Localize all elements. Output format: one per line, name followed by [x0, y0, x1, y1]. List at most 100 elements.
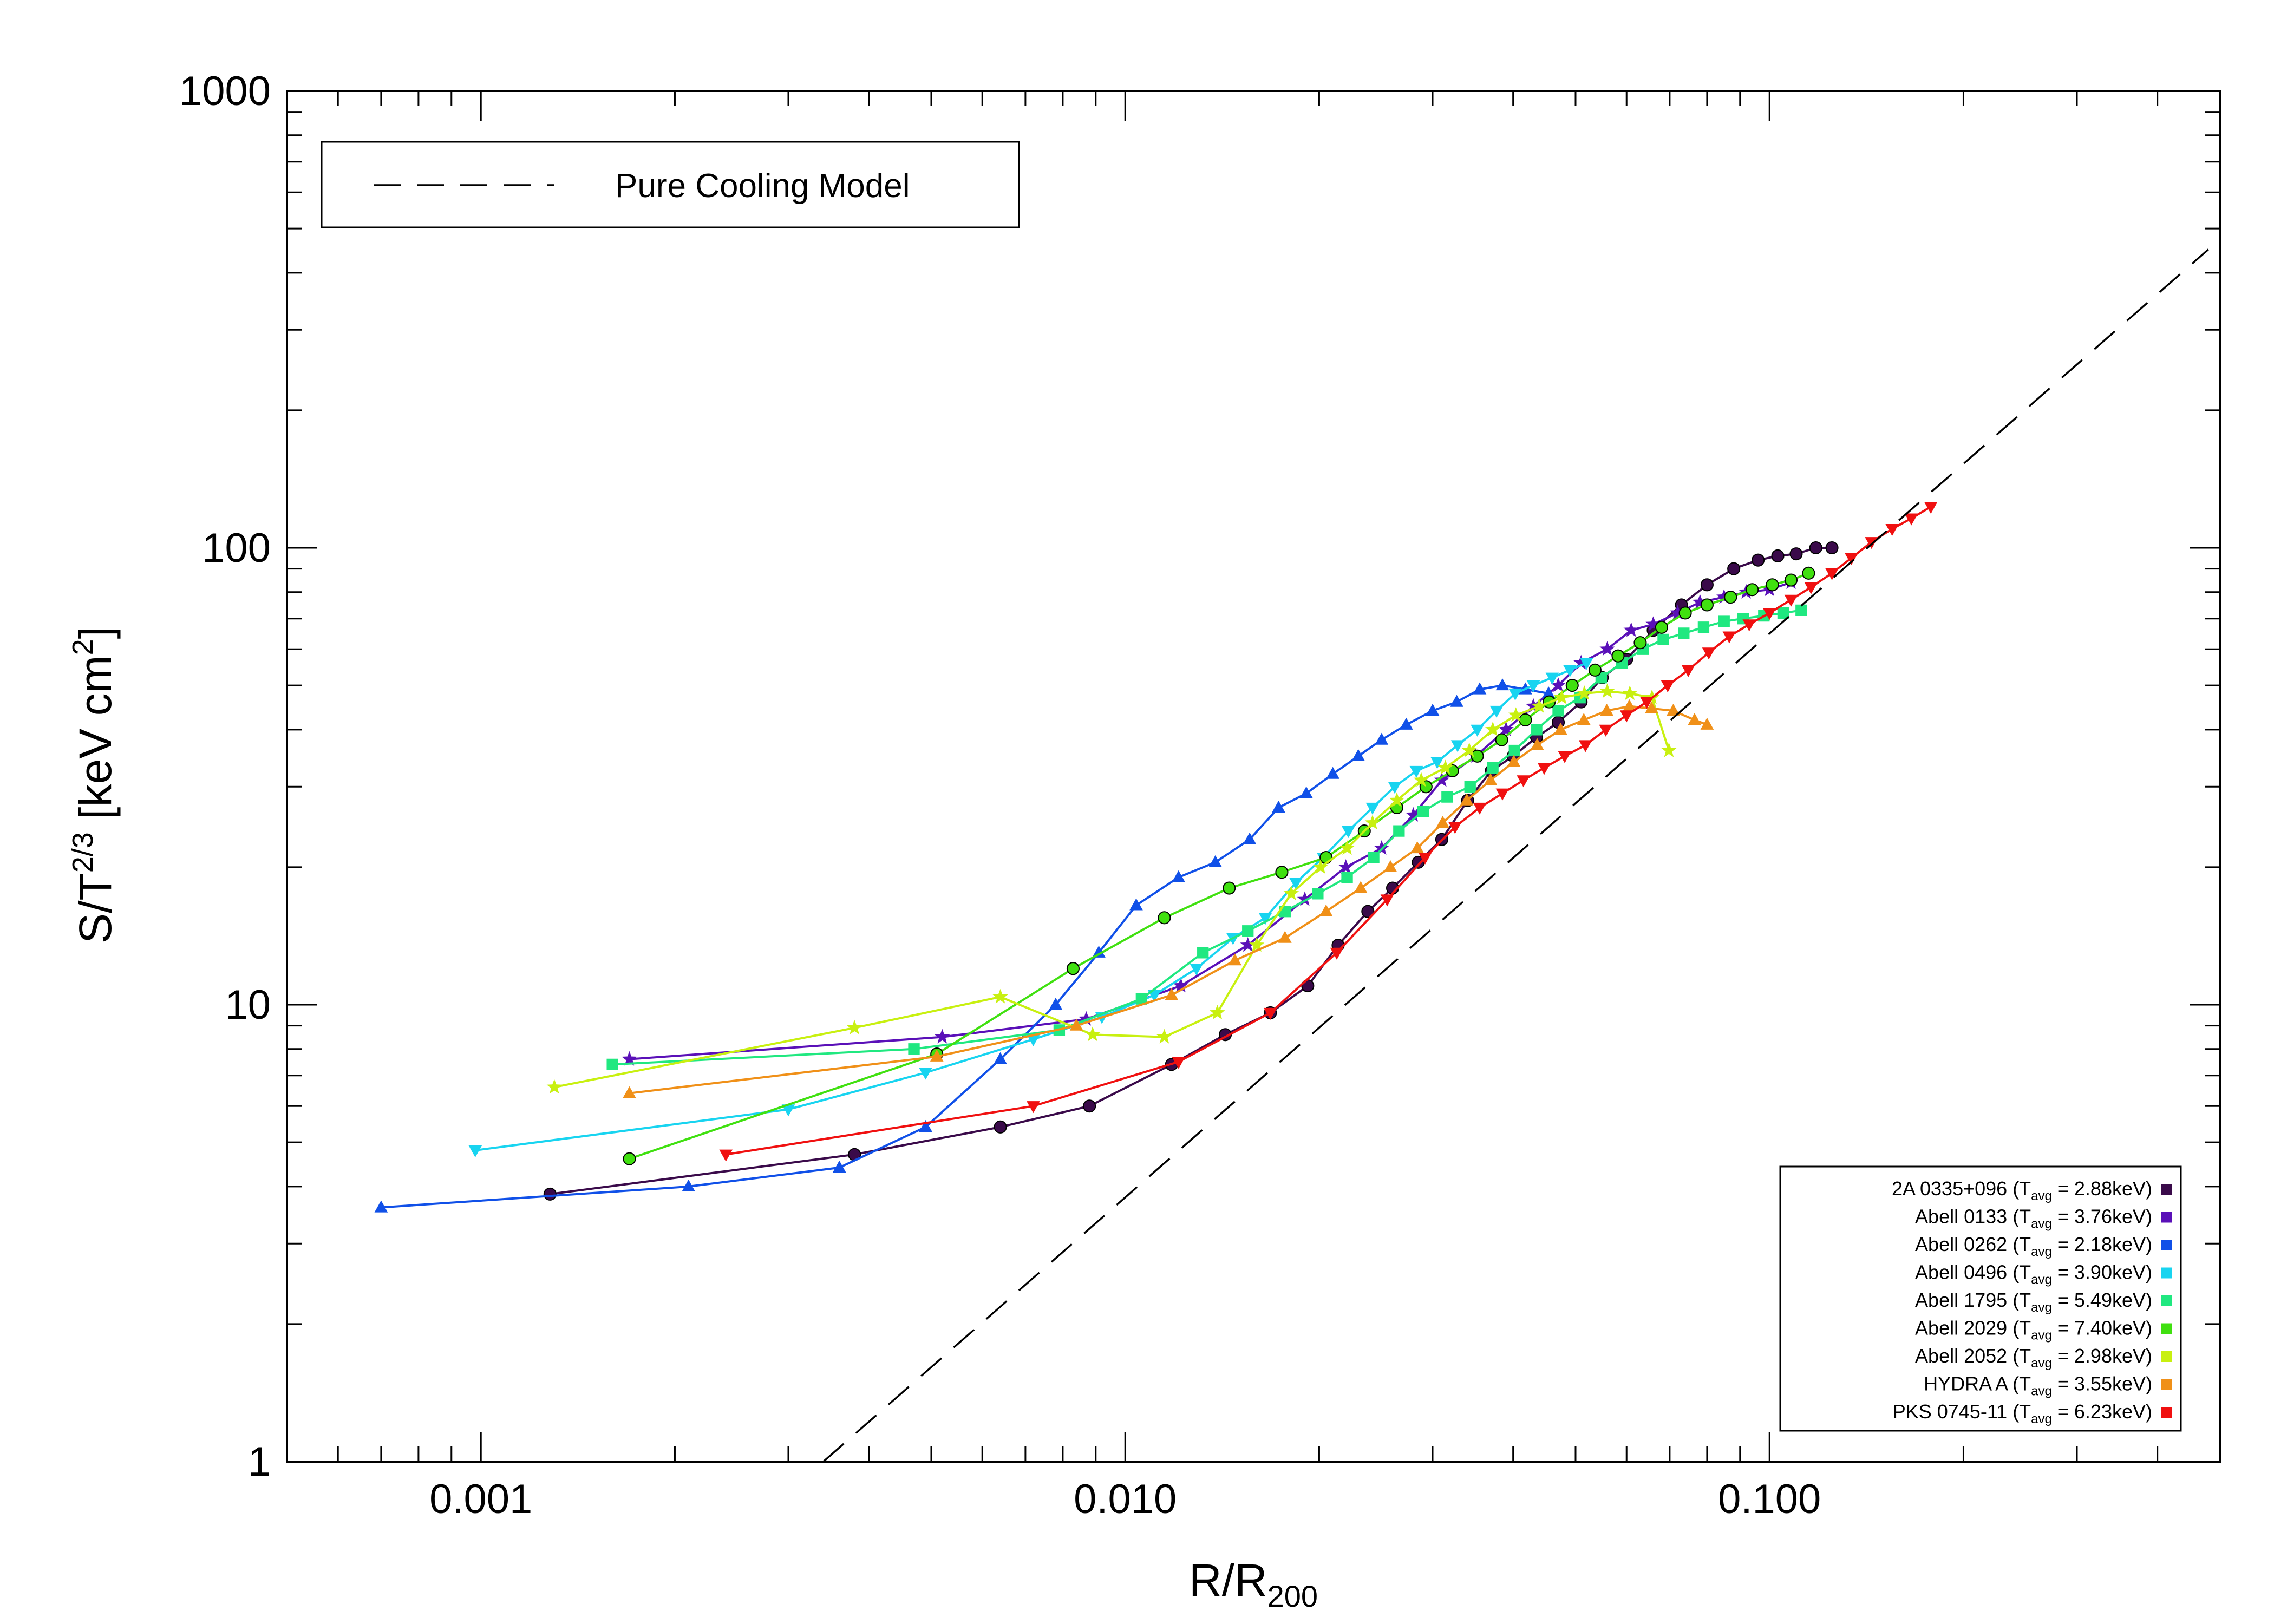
data-point-abell-1795	[1441, 791, 1453, 803]
data-point-abell-0133	[1623, 622, 1639, 637]
data-point-abell-2052	[1339, 840, 1355, 855]
data-point-pks-0745-11	[1537, 763, 1551, 775]
legend-swatch-abell-2052	[2161, 1351, 2172, 1362]
data-point-hydra-a	[1228, 953, 1242, 966]
data-point-abell-1795	[1368, 852, 1380, 863]
data-point-abell-0496	[1508, 688, 1522, 701]
data-point-pks-0745-11	[1924, 502, 1938, 514]
data-point-abell-0496	[1365, 802, 1380, 815]
data-point-hydra-a	[1554, 722, 1567, 735]
legend-swatch-abell-0496	[2161, 1267, 2172, 1279]
data-point-abell-0262	[1351, 749, 1365, 761]
data-point-hydra-a	[1165, 988, 1179, 1000]
data-point-abell-0133	[1525, 698, 1541, 713]
data-point-abell-0262	[1208, 855, 1223, 867]
legend-entry-abell-2029: Abell 2029 (Tavg = 7.40keV)	[1915, 1317, 2152, 1343]
data-point-abell-2052	[1283, 885, 1299, 900]
data-point-abell-0133	[1374, 840, 1389, 855]
legend-swatch-abell-0133	[2161, 1212, 2172, 1223]
data-point-2a-0335-096	[1727, 562, 1741, 575]
legend-entry-abell-2052: Abell 2052 (Tavg = 2.98keV)	[1915, 1345, 2152, 1371]
data-point-abell-0262	[1172, 870, 1186, 882]
data-point-abell-0133	[622, 1051, 637, 1066]
data-point-pks-0745-11	[1172, 1057, 1186, 1069]
data-point-pks-0745-11	[1784, 594, 1798, 607]
data-point-abell-1795	[1135, 993, 1147, 1005]
data-point-abell-0496	[1342, 826, 1355, 839]
data-point-abell-2052	[1661, 742, 1677, 757]
series-legend-box	[1779, 1165, 2182, 1432]
data-point-abell-0496	[1409, 765, 1423, 778]
data-point-abell-1795	[1393, 825, 1405, 837]
data-point-abell-0262	[1129, 898, 1143, 911]
data-point-2a-0335-096	[1361, 905, 1375, 918]
y-axis-label: S/T2/3 [keV cm2]	[67, 626, 121, 944]
data-point-abell-0496	[1471, 724, 1484, 737]
data-point-abell-2029	[1700, 598, 1714, 612]
data-point-2a-0335-096	[994, 1120, 1007, 1134]
data-point-abell-0262	[1541, 686, 1556, 699]
data-point-hydra-a	[1623, 699, 1636, 711]
data-point-abell-0262	[1049, 998, 1063, 1010]
data-point-abell-2052	[1599, 683, 1615, 698]
data-point-abell-0496	[1388, 782, 1402, 794]
data-point-abell-2029	[1784, 573, 1798, 587]
data-point-hydra-a	[1319, 904, 1333, 916]
data-point-abell-1795	[1718, 615, 1730, 627]
data-point-pks-0745-11	[1722, 631, 1736, 644]
data-point-pks-0745-11	[1517, 775, 1531, 788]
data-point-abell-1795	[606, 1058, 618, 1071]
data-point-abell-0133	[1498, 721, 1514, 736]
data-point-abell-2029	[1223, 881, 1236, 895]
data-point-pks-0745-11	[1681, 665, 1695, 677]
data-point-abell-0262	[1473, 682, 1487, 695]
series-pks-0745-11	[719, 502, 1938, 1162]
data-point-hydra-a	[1383, 860, 1397, 873]
data-point-abell-2029	[1471, 749, 1484, 763]
data-point-abell-0496	[1579, 658, 1593, 670]
data-point-abell-1795	[1531, 724, 1543, 736]
data-point-abell-0133	[1573, 654, 1589, 670]
data-point-abell-2052	[846, 1019, 862, 1034]
legend-swatch-pks-0745-11	[2161, 1407, 2172, 1418]
data-point-2a-0335-096	[1771, 549, 1785, 563]
data-point-abell-1795	[1795, 604, 1807, 617]
data-point-abell-0133	[1716, 589, 1732, 604]
data-point-pks-0745-11	[1762, 608, 1776, 620]
data-point-pks-0745-11	[1599, 724, 1613, 737]
data-point-pks-0745-11	[1578, 740, 1592, 752]
data-point-abell-1795	[1487, 762, 1499, 774]
data-point-abell-0262	[374, 1200, 388, 1213]
series-abell-0262	[374, 678, 1556, 1213]
data-point-2a-0335-096	[1083, 1099, 1096, 1113]
data-point-abell-2029	[1633, 636, 1647, 650]
data-point-hydra-a	[1436, 816, 1449, 828]
data-point-abell-0262	[682, 1179, 696, 1191]
data-point-2a-0335-096	[1825, 541, 1839, 555]
data-point-abell-2029	[1724, 591, 1737, 604]
y-axis-label-close: ]	[70, 626, 121, 639]
data-point-abell-2029	[1565, 679, 1579, 692]
data-point-pks-0745-11	[1473, 802, 1487, 815]
data-point-abell-0496	[1489, 705, 1504, 718]
data-point-pks-0745-11	[719, 1149, 733, 1162]
data-point-hydra-a	[1278, 931, 1292, 943]
x-axis-label-main: R/R	[1189, 1555, 1267, 1606]
data-point-abell-0133	[1406, 807, 1421, 822]
data-point-hydra-a	[1644, 701, 1658, 713]
data-point-pks-0745-11	[1640, 697, 1654, 709]
data-point-abell-0496	[1027, 1034, 1040, 1046]
series-hydra-a	[623, 699, 1714, 1098]
data-point-abell-2052	[1389, 792, 1405, 807]
data-point-abell-1795	[1508, 744, 1520, 757]
data-point-abell-2052	[1437, 759, 1453, 775]
data-point-hydra-a	[1688, 712, 1702, 725]
model-legend: Pure Cooling Model	[321, 141, 1020, 228]
y-axis-label-unit: [keV cm	[70, 655, 121, 832]
data-point-abell-1795	[1341, 872, 1353, 883]
data-point-hydra-a	[1484, 773, 1498, 785]
legend-entry-abell-0262: Abell 0262 (Tavg = 2.18keV)	[1915, 1233, 2152, 1259]
y-axis-label-main: S/T	[70, 873, 121, 944]
data-point-abell-2052	[992, 988, 1008, 1004]
data-point-abell-1795	[1464, 781, 1476, 793]
